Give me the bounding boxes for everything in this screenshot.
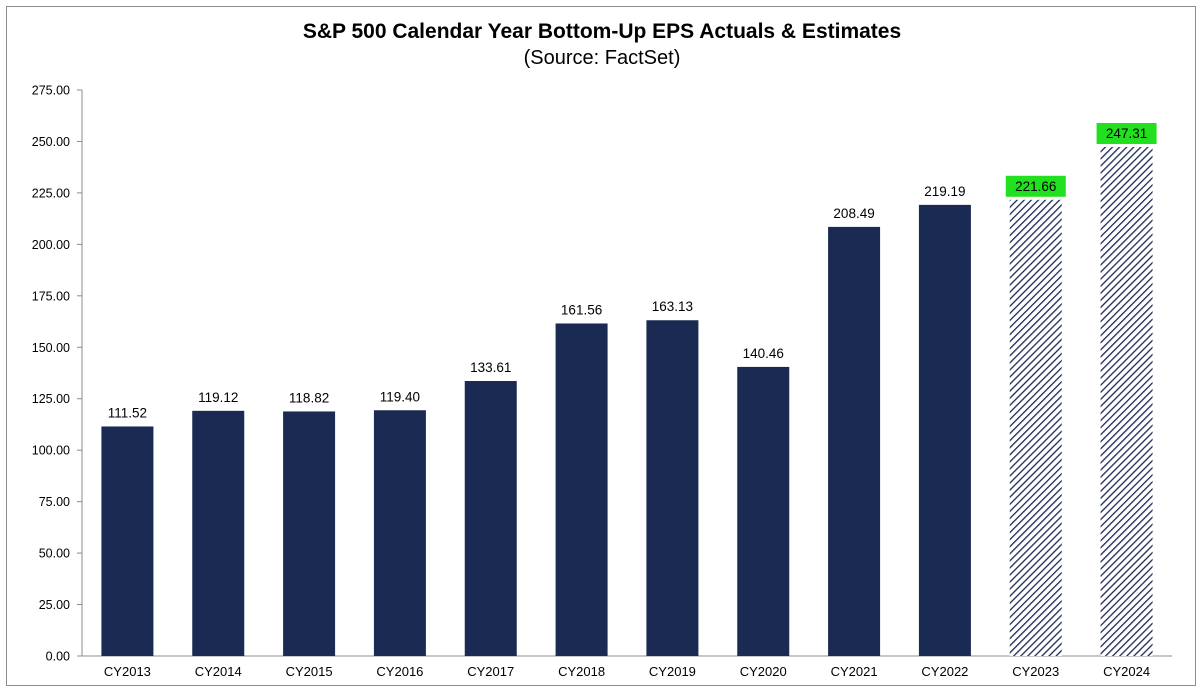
label-highlight [1096,122,1157,144]
bars [101,146,1153,656]
data-label: 221.66 [1015,179,1056,194]
x-tick-label: CY2021 [831,664,878,679]
data-label: 118.82 [289,390,329,405]
x-tick-label: CY2019 [649,664,696,679]
bar-cy2017 [464,381,517,656]
data-label: 140.46 [743,346,784,361]
y-tick-label: 150.00 [32,341,70,355]
x-tick-label: CY2015 [286,664,333,679]
data-label: 161.56 [561,302,602,317]
y-tick-label: 0.00 [46,650,70,664]
data-label: 219.19 [924,184,965,199]
bar-cy2014 [192,410,245,656]
y-tick-label: 25.00 [39,598,70,612]
x-tick-label: CY2018 [558,664,605,679]
x-tick-label: CY2020 [740,664,787,679]
y-tick-label: 75.00 [39,495,70,509]
x-tick-label: CY2022 [921,664,968,679]
x-tick-label: CY2016 [376,664,423,679]
x-tick-label: CY2014 [195,664,242,679]
y-tick-label: 275.00 [32,84,70,98]
bar-cy2021 [828,226,881,656]
y-tick-label: 200.00 [32,238,70,252]
data-label: 119.40 [380,389,420,404]
axes: 0.00 25.00 50.00 75.00 100.00 125.00 150.00 175… [32,84,1172,679]
bar-cy2020 [737,366,790,656]
bar-cy2024 [1100,146,1153,656]
data-label: 247.31 [1106,126,1147,141]
y-tick-label: 225.00 [32,186,70,200]
bar-cy2018 [555,323,608,656]
data-label: 133.61 [470,360,511,375]
label-highlight [1005,175,1066,197]
bar-cy2019 [646,320,699,656]
data-label: 208.49 [833,206,874,221]
data-label: 163.13 [652,299,693,314]
x-tick-label: CY2024 [1103,664,1150,679]
x-tick-label: CY2023 [1012,664,1059,679]
y-tick-label: 100.00 [32,444,70,458]
y-tick-label: 250.00 [32,135,70,149]
data-label: 111.52 [108,405,147,420]
x-tick-label: CY2013 [104,664,151,679]
bar-cy2016 [373,410,426,656]
y-tick-label: 175.00 [32,289,70,303]
bar-cy2015 [283,411,336,656]
y-tick-label: 125.00 [32,392,70,406]
x-tick-label: CY2017 [467,664,514,679]
chart-subtitle: (Source: FactSet) [523,47,681,69]
data-labels: 111.52 119.12 118.82 119.40 133.61 161.56 163.… [108,122,1157,420]
chart-title: S&P 500 Calendar Year Bottom-Up EPS Actu… [302,20,902,43]
bar-cy2013 [101,426,154,656]
bar-cy2022 [918,204,971,656]
bar-cy2023 [1009,199,1062,656]
data-label: 119.12 [198,390,238,405]
y-tick-label: 50.00 [39,547,70,561]
